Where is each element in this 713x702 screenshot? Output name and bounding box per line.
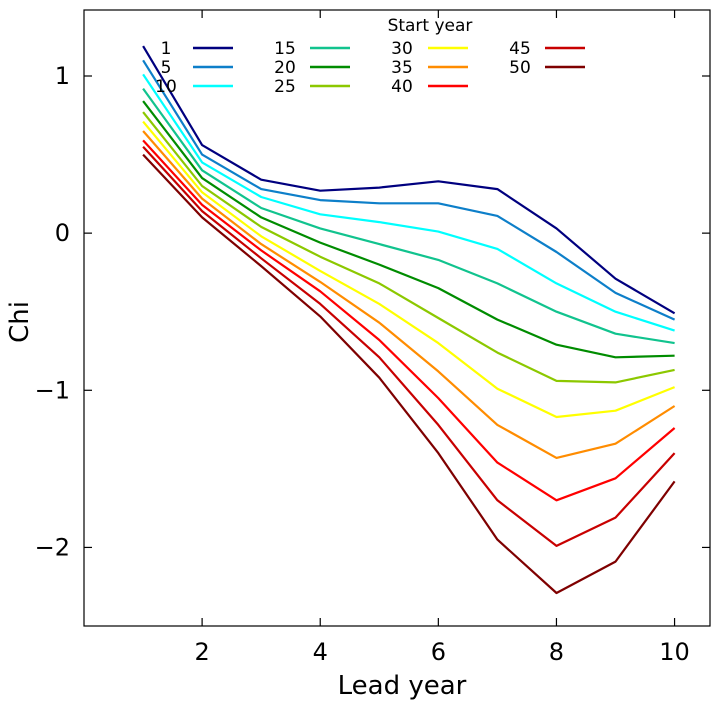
legend-item-10: 10 — [155, 77, 233, 97]
legend-item-40: 40 — [391, 77, 468, 97]
legend-item-30: 30 — [391, 39, 468, 59]
legend-label: 20 — [274, 58, 296, 78]
x-tick-label: 10 — [659, 638, 690, 666]
y-tick-label: 0 — [55, 219, 70, 247]
legend-label: 5 — [161, 58, 172, 78]
y-tick-label: −1 — [35, 376, 70, 404]
series-line-40 — [142, 139, 676, 502]
legend-item-20: 20 — [274, 58, 350, 78]
legend-label: 10 — [155, 77, 177, 97]
x-tick-label: 4 — [313, 638, 328, 666]
legend-item-1: 1 — [161, 39, 233, 59]
x-tick-label: 2 — [194, 638, 209, 666]
series-layer — [142, 45, 676, 595]
series-line-25 — [142, 111, 675, 384]
legend-item-50: 50 — [509, 58, 585, 78]
x-axis-title: Lead year — [338, 671, 467, 701]
legend-item-35: 35 — [391, 58, 468, 78]
legend-item-25: 25 — [274, 77, 350, 97]
legend-title: Start year — [388, 16, 473, 36]
series-line-30 — [142, 120, 676, 419]
legend-label: 25 — [274, 77, 296, 97]
y-axis-title: Chi — [5, 301, 35, 343]
legend-item-5: 5 — [161, 58, 233, 78]
series-line-50 — [142, 153, 676, 595]
legend-item-15: 15 — [274, 39, 350, 59]
plot-frame — [83, 9, 711, 627]
series-line-35 — [142, 130, 676, 459]
x-tick-label: 8 — [549, 638, 564, 666]
legend-label: 1 — [161, 39, 172, 59]
y-tick-label: 1 — [55, 62, 70, 90]
series-line-20 — [142, 100, 675, 359]
series-line-45 — [142, 145, 676, 548]
legend-label: 50 — [509, 58, 531, 78]
y-tick-label: −2 — [35, 533, 70, 561]
series-line-10 — [142, 73, 675, 332]
x-axis: 2 4 6 8 10 — [194, 10, 690, 666]
legend-label: 40 — [391, 77, 413, 97]
legend-item-45: 45 — [509, 39, 585, 59]
legend-label: 45 — [509, 39, 531, 59]
x-tick-label: 6 — [431, 638, 446, 666]
series-line-15 — [142, 87, 675, 345]
legend-label: 35 — [391, 58, 413, 78]
series-line-5 — [142, 59, 676, 321]
legend-label: 15 — [274, 39, 296, 59]
legend-label: 30 — [391, 39, 413, 59]
series-line-1 — [142, 45, 676, 315]
y-axis: −2 −1 0 1 — [35, 62, 710, 561]
